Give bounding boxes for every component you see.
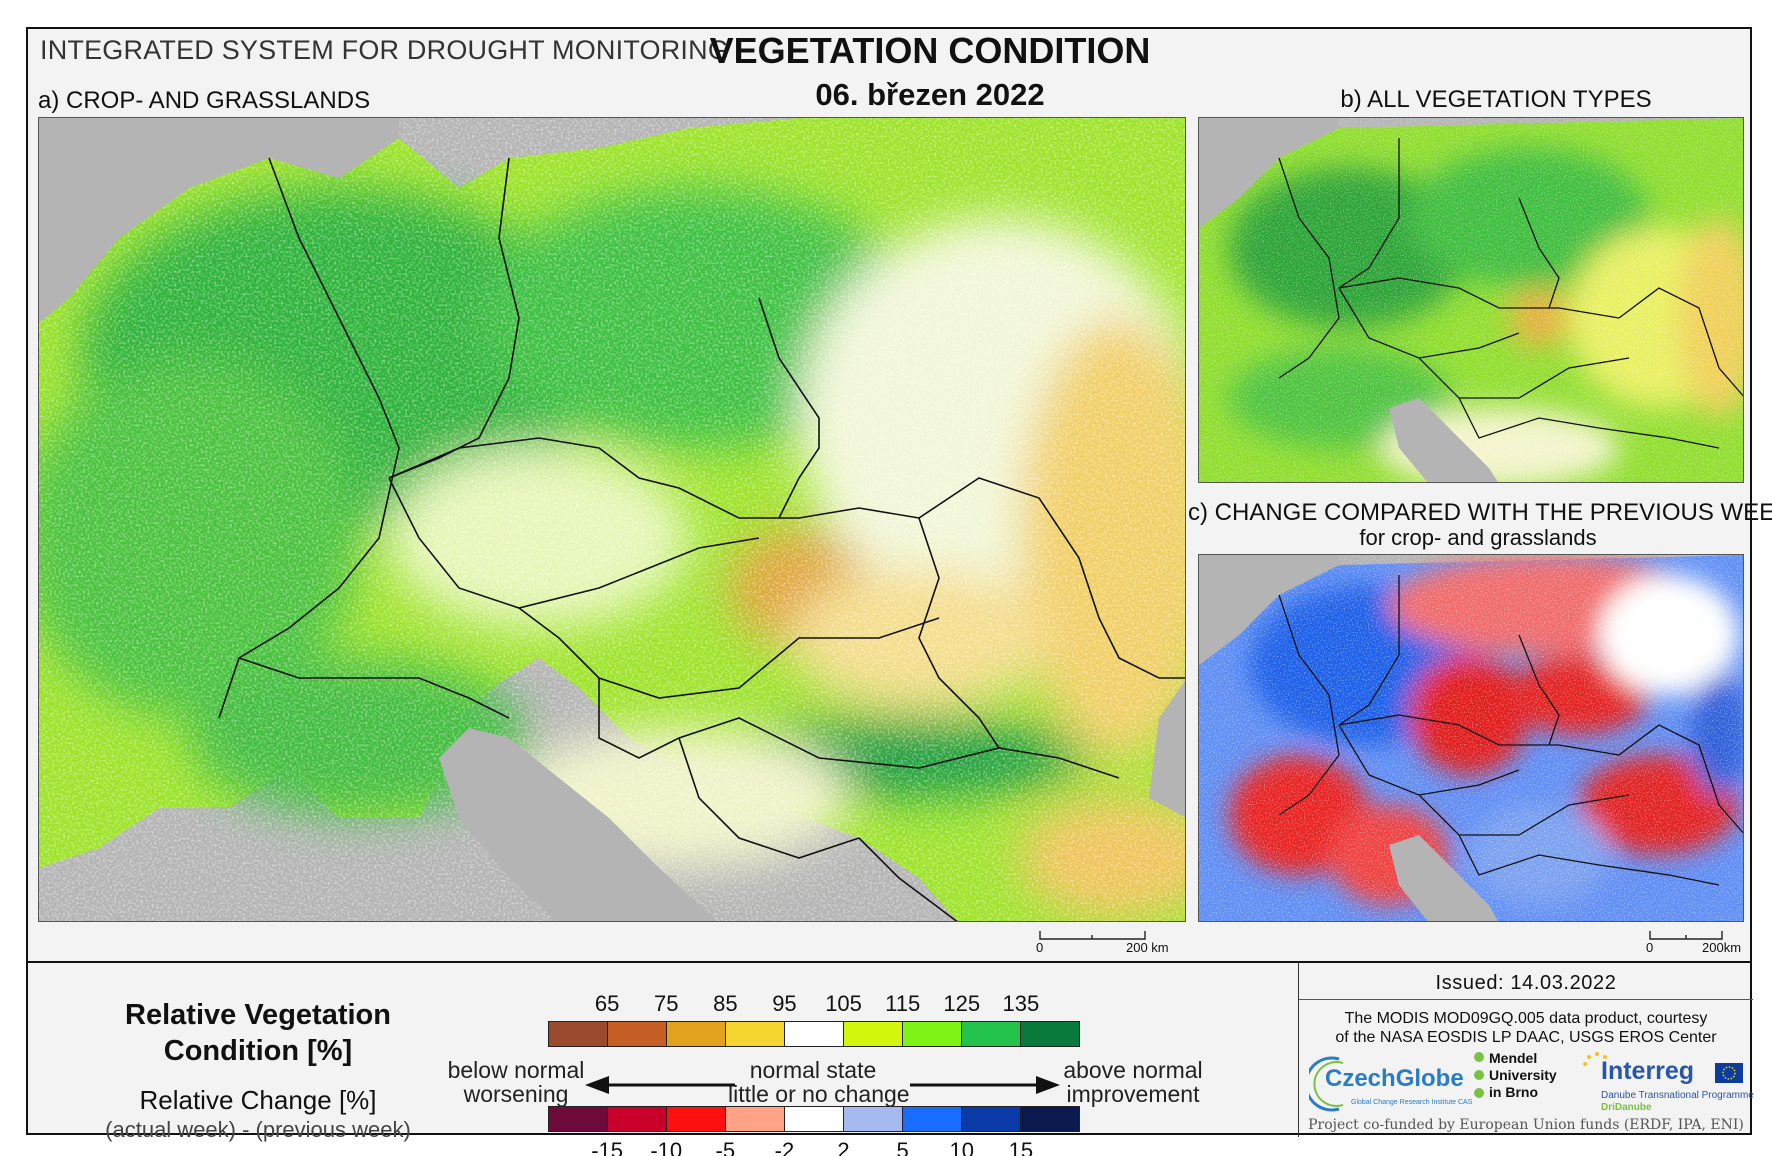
change-colorbar xyxy=(548,1106,1080,1132)
data-credit-line2: of the NASA EOSDIS LP DAAC, USGS EROS Ce… xyxy=(1335,1029,1717,1046)
rvc-swatch xyxy=(667,1022,726,1046)
rvc-tick-label: 135 xyxy=(1002,991,1040,1016)
change-tick-label: -15 xyxy=(591,1138,623,1156)
change-tick-label: -5 xyxy=(715,1138,736,1156)
legend-change-title: Relative Change [%] xyxy=(139,1085,377,1115)
mendel-university-logo: Mendel University in Brno xyxy=(1469,1047,1569,1117)
interreg-name: Interreg xyxy=(1601,1057,1695,1085)
rvc-tick-label: 115 xyxy=(885,991,921,1016)
mendel-line2: University xyxy=(1489,1067,1557,1083)
rvc-tick-label: 105 xyxy=(825,991,862,1016)
change-tick-label: 10 xyxy=(949,1138,974,1156)
interreg-logo: Interreg Danube Transnational Programme … xyxy=(1577,1049,1754,1115)
rvc-tick-label: 85 xyxy=(713,991,738,1016)
change-swatch xyxy=(608,1107,667,1131)
eu-flag-icon xyxy=(1715,1063,1743,1083)
rvc-swatch xyxy=(726,1022,785,1046)
legend-panel: Relative Vegetation Condition [%] Relati… xyxy=(28,961,1298,1156)
arrow-left-icon xyxy=(585,1076,735,1094)
interreg-programme: Danube Transnational Programme xyxy=(1601,1090,1754,1101)
czechglobe-name: CzechGlobe xyxy=(1325,1065,1464,1092)
map-crop-grasslands xyxy=(38,117,1186,922)
arrow-right-icon xyxy=(910,1076,1060,1094)
map-all-vegetation xyxy=(1198,117,1744,483)
rvc-swatch xyxy=(844,1022,903,1046)
system-title: INTEGRATED SYSTEM FOR DROUGHT MONITORING xyxy=(40,35,730,65)
rvc-tick-label: 75 xyxy=(653,991,679,1016)
label-above-normal: above normal xyxy=(1063,1057,1203,1083)
interreg-project: DriDanube xyxy=(1601,1102,1652,1113)
change-tick-label: -10 xyxy=(650,1138,683,1156)
scale-bar-b: 0 200km xyxy=(1642,927,1752,957)
rvc-tick-label: 65 xyxy=(594,991,620,1016)
mendel-line3: in Brno xyxy=(1489,1084,1538,1100)
scale-a-max: 200 km xyxy=(1126,940,1169,955)
label-normal-state: normal state xyxy=(749,1057,877,1083)
rvc-colorbar xyxy=(548,1021,1080,1047)
map-weekly-change xyxy=(1198,554,1744,922)
label-little-change: little or no change xyxy=(728,1081,910,1107)
adriatic-sea xyxy=(439,728,717,921)
czechglobe-logo: CzechGlobe Global Change Research Instit… xyxy=(1309,1051,1481,1115)
label-below-normal: below normal xyxy=(447,1057,585,1083)
legend-change-subtitle: (actual week) - (previous week) xyxy=(105,1117,411,1142)
change-tick-label: 2 xyxy=(837,1138,850,1156)
pixel-noise xyxy=(39,118,1185,921)
legend-title-line1: Relative Vegetation xyxy=(125,999,391,1031)
rvc-swatch xyxy=(903,1022,962,1046)
change-swatch xyxy=(549,1107,608,1131)
change-tick-label: 5 xyxy=(896,1138,909,1156)
change-swatch xyxy=(844,1107,903,1131)
country-borders xyxy=(218,157,1185,921)
panel-c-subtitle: for crop- and grasslands xyxy=(1359,525,1597,550)
change-swatch xyxy=(726,1107,785,1131)
scale-b-zero: 0 xyxy=(1646,940,1654,955)
scale-bar-a: 0 200 km xyxy=(1030,927,1170,957)
change-swatch xyxy=(903,1107,962,1131)
divider xyxy=(1299,999,1753,1000)
rvc-swatch xyxy=(962,1022,1021,1046)
mendel-line1: Mendel xyxy=(1489,1050,1538,1066)
scale-b-max: 200km xyxy=(1702,940,1742,955)
change-swatch xyxy=(667,1107,726,1131)
figure-frame: INTEGRATED SYSTEM FOR DROUGHT MONITORING… xyxy=(26,27,1772,1156)
change-swatch xyxy=(1021,1107,1079,1131)
change-tick-label: -2 xyxy=(774,1138,795,1156)
rvc-swatch xyxy=(1021,1022,1079,1046)
panel-c-title: c) CHANGE COMPARED WITH THE PREVIOUS WEE… xyxy=(1188,499,1772,526)
date-title: 06. březen 2022 xyxy=(815,77,1045,112)
rvc-tick-label: 125 xyxy=(943,991,981,1016)
label-worsening: worsening xyxy=(463,1081,569,1107)
change-swatch xyxy=(785,1107,844,1131)
credit-panel: Issued: 14.03.2022 The MODIS MOD09GQ.005… xyxy=(1298,961,1754,1137)
scale-a-zero: 0 xyxy=(1036,940,1044,955)
czechglobe-subtitle: Global Change Research Institute CAS xyxy=(1351,1099,1473,1106)
issued-date: Issued: 14.03.2022 xyxy=(1435,972,1617,994)
rvc-tick-label: 95 xyxy=(772,991,797,1016)
legend-title-line2: Condition [%] xyxy=(163,1035,353,1067)
panel-b-title: b) ALL VEGETATION TYPES xyxy=(1340,86,1652,113)
black-sea xyxy=(1149,680,1185,817)
funding-note: Project co-funded by European Union fund… xyxy=(1308,1117,1744,1133)
panel-a-title: a) CROP- AND GRASSLANDS xyxy=(38,87,371,114)
rvc-swatch xyxy=(549,1022,608,1046)
rvc-swatch xyxy=(785,1022,844,1046)
change-swatch xyxy=(962,1107,1021,1131)
change-tick-label: 15 xyxy=(1008,1138,1034,1156)
rvc-swatch xyxy=(608,1022,667,1046)
data-credit-line1: The MODIS MOD09GQ.005 data product, cour… xyxy=(1344,1010,1708,1027)
main-title: VEGETATION CONDITION xyxy=(709,30,1151,71)
sea-area xyxy=(39,118,399,323)
label-improvement: improvement xyxy=(1066,1081,1200,1107)
